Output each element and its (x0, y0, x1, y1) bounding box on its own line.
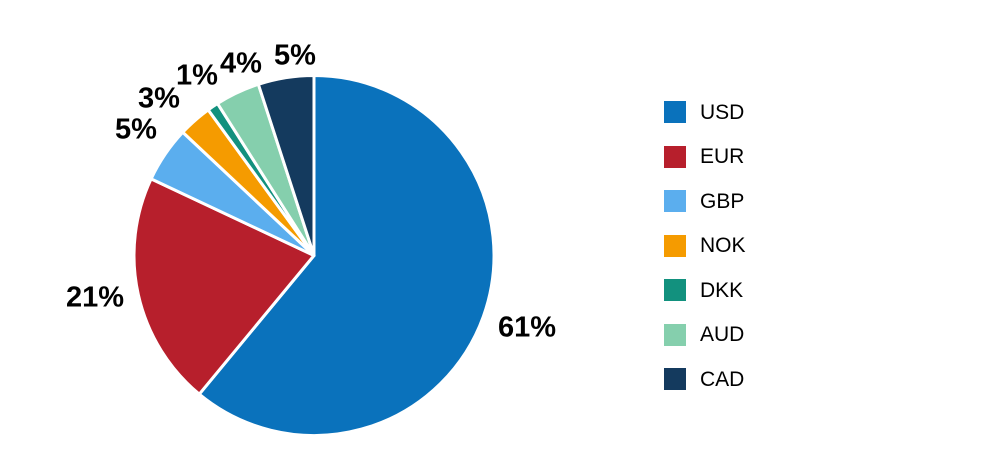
legend-swatch-nok (664, 234, 686, 257)
legend-swatch-cad (664, 368, 686, 390)
legend-swatch-dkk (664, 279, 686, 301)
legend-label-usd: USD (700, 100, 745, 124)
legend-label-nok: NOK (700, 234, 746, 257)
legend-swatch-eur (664, 145, 686, 168)
pie-slice-usd (197, 74, 496, 437)
legend-label-gbp: GBP (700, 189, 745, 213)
legend-label-eur: EUR (700, 145, 745, 168)
legend-item-cad: CAD (664, 368, 746, 390)
legend-item-usd: USD (664, 101, 746, 123)
legend-item-aud: AUD (664, 323, 746, 346)
legend-swatch-aud (664, 323, 686, 346)
legend-label-aud: AUD (700, 323, 745, 346)
legend-item-dkk: DKK (664, 279, 746, 301)
legend-label-cad: CAD (700, 367, 745, 391)
legend-swatch-usd (664, 101, 686, 123)
legend-label-dkk: DKK (700, 278, 744, 302)
legend-item-gbp: GBP (664, 190, 746, 212)
chart-legend: USD EUR GBP NOK DKK AUD CAD (664, 101, 746, 390)
legend-item-nok: NOK (664, 234, 746, 257)
pie-slice-cad (256, 74, 316, 257)
legend-item-eur: EUR (664, 145, 746, 168)
pie-slice-eur (132, 177, 316, 396)
legend-swatch-gbp (664, 190, 686, 212)
